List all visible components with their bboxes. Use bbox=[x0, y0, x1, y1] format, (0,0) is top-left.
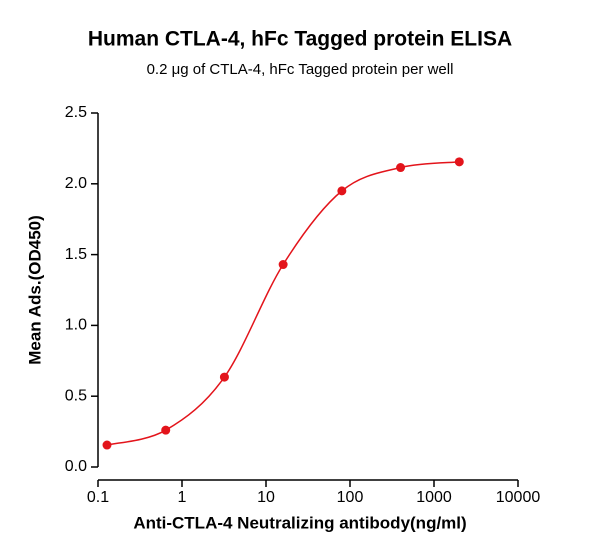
y-tick-label: 1.0 bbox=[65, 317, 87, 334]
y-tick-label: 2.0 bbox=[65, 175, 87, 192]
x-tick-label: 1 bbox=[178, 489, 187, 506]
fit-curve bbox=[106, 161, 460, 446]
data-point bbox=[396, 163, 406, 173]
data-point bbox=[161, 425, 171, 435]
data-point bbox=[337, 186, 347, 196]
x-tick-label: 10000 bbox=[496, 489, 541, 506]
x-tick-label: 10 bbox=[257, 489, 275, 506]
data-point bbox=[454, 157, 464, 167]
data-point bbox=[278, 260, 288, 270]
x-axis-label: Anti-CTLA-4 Neutralizing antibody(ng/ml) bbox=[133, 513, 466, 532]
y-tick-label: 1.5 bbox=[65, 246, 87, 263]
y-axis-label: Mean Ads.(OD450) bbox=[25, 215, 44, 365]
x-tick-label: 1000 bbox=[416, 489, 452, 506]
x-tick-label: 0.1 bbox=[87, 489, 109, 506]
y-tick-label: 0.5 bbox=[65, 387, 87, 404]
x-tick-label: 100 bbox=[337, 489, 364, 506]
y-tick-label: 2.5 bbox=[65, 104, 87, 121]
data-point bbox=[219, 372, 229, 382]
data-point bbox=[102, 440, 112, 450]
chart-title: Human CTLA-4, hFc Tagged protein ELISA bbox=[88, 28, 512, 51]
chart-subtitle: 0.2 μg of CTLA-4, hFc Tagged protein per… bbox=[147, 61, 454, 78]
y-tick-label: 0.0 bbox=[65, 458, 87, 475]
